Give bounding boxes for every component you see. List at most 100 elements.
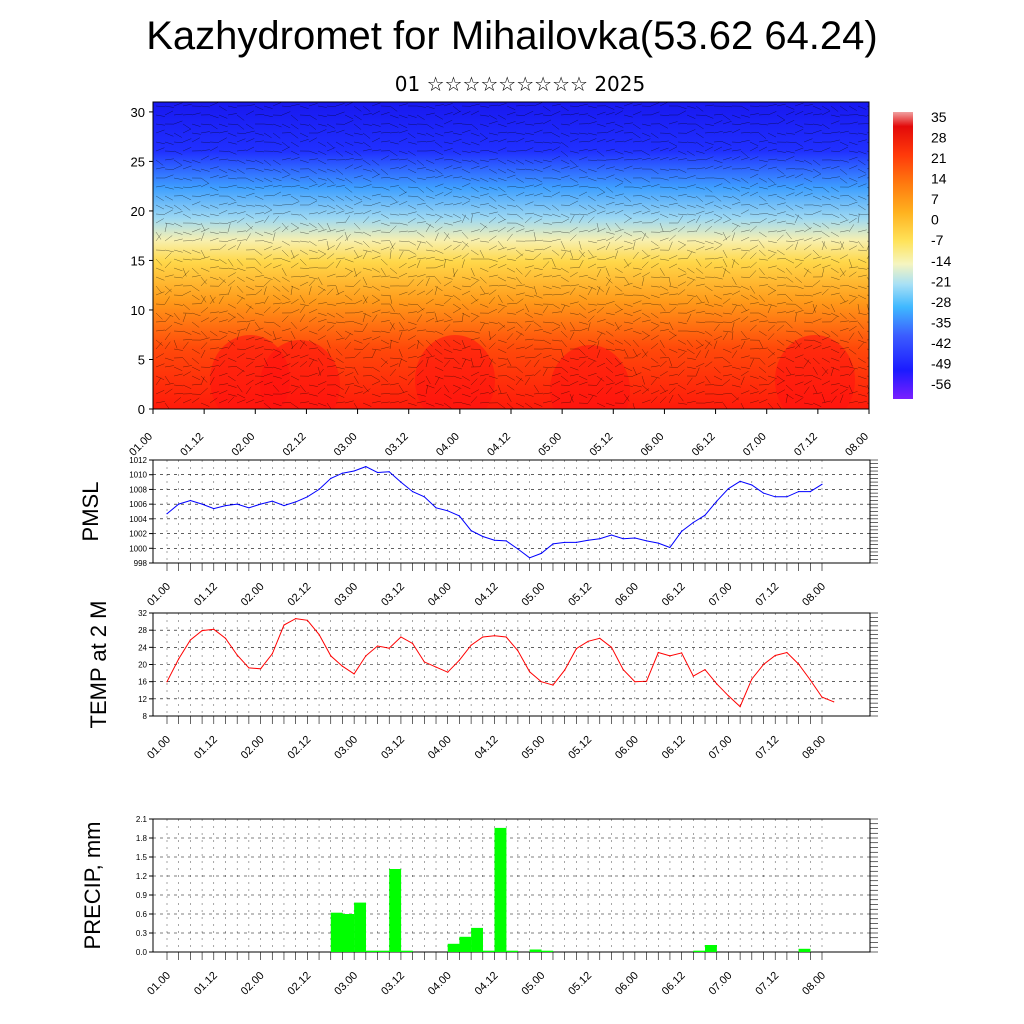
wind-barb xyxy=(191,375,201,381)
wind-barb xyxy=(848,312,856,320)
wind-barb xyxy=(371,309,381,314)
wind-barb xyxy=(227,339,235,347)
wind-barb xyxy=(596,210,606,215)
wind-barb xyxy=(731,186,741,192)
wind-barb xyxy=(209,316,218,323)
wind-barb xyxy=(524,312,533,318)
wind-barb xyxy=(218,210,228,215)
wind-barb xyxy=(254,105,264,111)
wind-barb xyxy=(488,217,497,224)
wind-barb xyxy=(497,213,506,220)
wind-barb xyxy=(335,357,344,363)
data-point xyxy=(330,477,332,479)
data-point xyxy=(365,655,367,657)
wind-barb xyxy=(263,402,272,409)
wind-barb xyxy=(317,302,327,305)
wind-barb xyxy=(227,195,236,202)
wind-barb xyxy=(263,254,272,260)
wind-barb xyxy=(785,258,795,264)
wind-barb xyxy=(461,177,471,181)
data-point xyxy=(224,637,227,639)
wind-barb xyxy=(299,139,309,143)
wind-barb xyxy=(623,247,633,251)
wind-barb xyxy=(389,123,399,128)
wind-barb xyxy=(758,186,768,190)
wind-barb xyxy=(299,132,309,138)
wind-barb xyxy=(587,240,597,244)
wind-barb xyxy=(515,267,523,275)
wind-barb xyxy=(335,260,341,269)
wind-barb xyxy=(533,294,543,299)
wind-barb xyxy=(164,332,171,341)
wind-barb xyxy=(695,123,704,130)
wind-barb xyxy=(434,157,444,161)
wind-barb xyxy=(272,264,282,269)
wind-barb xyxy=(461,384,471,389)
wind-barb xyxy=(434,192,444,197)
wind-barb xyxy=(191,267,199,275)
wind-barb xyxy=(596,177,606,180)
wind-barb xyxy=(704,219,714,224)
wind-barb xyxy=(254,380,264,386)
wind-barb xyxy=(416,360,424,368)
wind-barb xyxy=(290,276,301,278)
wind-barb xyxy=(857,213,868,215)
data-point xyxy=(224,505,227,507)
wind-barb xyxy=(542,231,552,234)
wind-barb xyxy=(470,229,480,233)
wind-barb xyxy=(776,311,786,314)
wind-barb xyxy=(749,182,759,188)
wind-barb xyxy=(263,204,272,211)
wind-barb xyxy=(452,176,462,179)
wind-barb xyxy=(524,159,534,164)
wind-barb xyxy=(398,186,407,193)
wind-barb xyxy=(668,276,671,286)
wind-barb xyxy=(335,185,345,188)
wind-barb xyxy=(785,192,795,197)
wind-barb xyxy=(785,384,793,392)
wind-barb xyxy=(704,375,711,384)
wind-barb xyxy=(425,140,435,143)
wind-barb xyxy=(218,353,228,359)
colorbar-label: -28 xyxy=(931,294,951,310)
wind-barb xyxy=(308,384,318,387)
wind-barb xyxy=(596,123,606,127)
wind-barb xyxy=(794,262,803,269)
wind-barb xyxy=(533,113,543,116)
wind-barb xyxy=(695,339,704,346)
wind-barb xyxy=(596,285,604,293)
y-tick-label: 8 xyxy=(143,712,148,721)
wind-barb xyxy=(524,270,532,278)
wind-barb xyxy=(299,392,309,395)
wind-barb xyxy=(209,186,219,191)
wind-barb xyxy=(722,312,732,315)
wind-barb xyxy=(281,301,291,305)
wind-barb xyxy=(281,105,292,108)
wind-barb xyxy=(533,329,543,332)
wind-barb xyxy=(641,277,645,287)
wind-barb xyxy=(317,276,323,286)
wind-barb xyxy=(506,321,516,324)
wind-barb xyxy=(497,226,506,233)
wind-barb xyxy=(614,222,622,230)
wind-barb xyxy=(326,222,331,232)
wind-barb xyxy=(623,282,633,287)
data-point xyxy=(774,496,776,498)
wind-barb xyxy=(533,192,543,197)
wind-barb xyxy=(722,348,732,353)
wind-barb xyxy=(335,242,341,251)
wind-barb xyxy=(659,357,670,359)
wind-barb xyxy=(389,242,396,251)
wind-barb xyxy=(839,347,849,350)
wind-barb xyxy=(452,375,462,380)
wind-barb xyxy=(155,363,165,368)
wind-barb xyxy=(353,402,358,409)
wind-barb xyxy=(623,122,633,125)
wind-barb xyxy=(380,176,391,179)
wind-barb xyxy=(182,231,192,235)
wind-barb xyxy=(515,284,525,287)
wind-barb xyxy=(353,195,363,201)
wind-barb xyxy=(263,366,274,369)
wind-barb xyxy=(308,359,315,368)
wind-barb xyxy=(587,195,596,202)
